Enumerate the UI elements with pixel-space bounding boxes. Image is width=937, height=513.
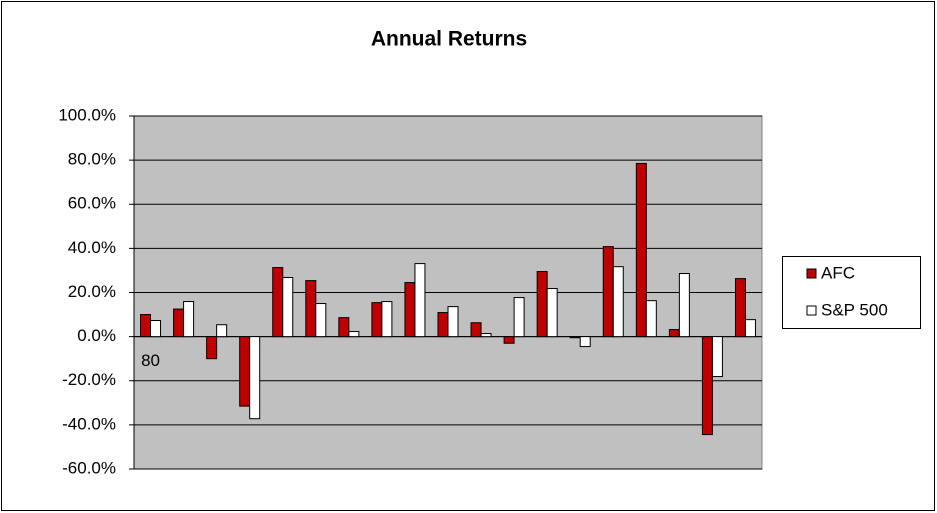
y-tick-label: -40.0%	[62, 414, 116, 433]
bar	[668, 329, 680, 338]
bar	[239, 336, 251, 407]
bar	[404, 282, 416, 338]
bar	[579, 336, 591, 348]
bar	[216, 324, 228, 338]
y-tick-label: 0.0%	[77, 326, 116, 345]
legend-label: AFC	[821, 263, 855, 282]
legend-swatch	[806, 268, 817, 279]
bar	[480, 333, 492, 338]
bar	[249, 336, 261, 420]
y-tick-label: -20.0%	[62, 370, 116, 389]
bar	[635, 162, 647, 338]
bar	[315, 303, 327, 338]
y-tick-label: 20.0%	[68, 282, 116, 301]
y-tick-label: 100.0%	[58, 105, 116, 124]
bar	[546, 288, 558, 338]
bar	[701, 336, 713, 436]
bar	[503, 336, 515, 344]
legend-swatch	[806, 305, 817, 316]
bar	[381, 301, 393, 338]
bar	[602, 246, 614, 338]
y-tick-label: -60.0%	[62, 458, 116, 477]
bar	[711, 336, 723, 378]
bar	[612, 266, 624, 338]
bar	[183, 301, 195, 338]
y-tick-label: 60.0%	[68, 194, 116, 213]
bar	[371, 302, 383, 338]
bar	[414, 263, 426, 338]
y-tick-label: 80.0%	[68, 150, 116, 169]
x-tick-label: 80	[141, 351, 160, 370]
bar	[206, 336, 218, 360]
bar	[173, 308, 185, 338]
bar	[734, 278, 746, 338]
bar	[338, 317, 350, 338]
legend-label: S&P 500	[821, 300, 888, 319]
bar	[150, 320, 162, 338]
bar	[348, 331, 360, 338]
bar	[470, 322, 482, 338]
bar	[305, 280, 317, 338]
bar	[645, 300, 657, 338]
bar	[140, 314, 152, 338]
bar	[569, 336, 581, 339]
bar	[513, 297, 525, 338]
bar	[272, 267, 284, 338]
bar	[536, 271, 548, 338]
legend-box	[782, 256, 921, 329]
bar	[282, 276, 294, 338]
bar	[744, 319, 756, 338]
bar	[437, 312, 449, 338]
chart-title: Annual Returns	[371, 28, 527, 51]
bar	[447, 306, 459, 338]
bar	[678, 273, 690, 338]
y-tick-label: 40.0%	[68, 238, 116, 257]
